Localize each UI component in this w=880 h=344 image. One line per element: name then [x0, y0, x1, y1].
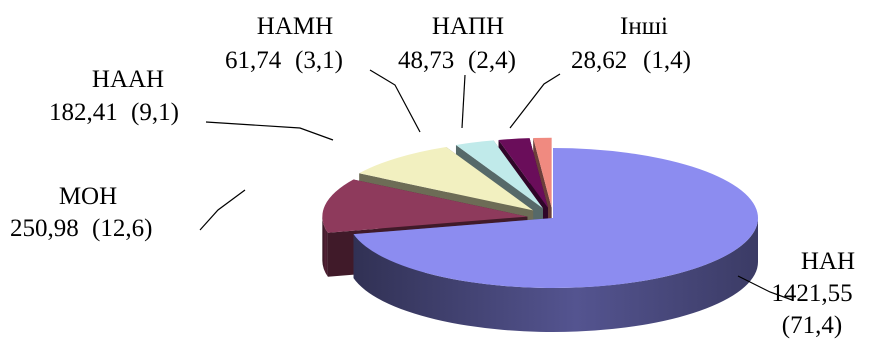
slice-label-mon: МОН	[59, 183, 117, 210]
slice-top-4	[498, 138, 549, 208]
slice-percent-napn: (2,4)	[468, 47, 516, 74]
slice-value-inshi: 28,62	[571, 47, 627, 74]
leader-lines	[199, 69, 793, 301]
leader-line-4	[461, 74, 466, 129]
slice-value-namn: 61,74	[225, 47, 282, 74]
slice-tops	[322, 137, 758, 288]
slice-top-3	[455, 140, 543, 209]
slice-top-5	[533, 137, 552, 208]
slice-label-nan: НАН	[801, 248, 855, 275]
slice-value-mon: 250,98	[10, 215, 79, 242]
slice-label-inshi: Інші	[620, 13, 668, 40]
slice-value-naan: 182,41	[49, 99, 118, 126]
slice-top-0	[353, 148, 758, 288]
slice-label-naan: НААН	[92, 66, 164, 93]
slice-top-1	[322, 179, 528, 233]
slice-percent-nan: (71,4)	[782, 312, 842, 339]
slice-percent-inshi: (1,4)	[643, 47, 691, 74]
slice-side-0	[353, 218, 758, 333]
slice-percent-naan: (9,1)	[131, 99, 179, 126]
slice-label-namn: НАМН	[257, 13, 333, 40]
slice-side-1	[322, 216, 328, 277]
leader-line-3	[369, 69, 421, 133]
leader-line-2	[205, 121, 334, 141]
slice-percent-mon: (12,6)	[92, 215, 152, 242]
slice-value-nan: 1421,55	[771, 280, 852, 307]
leader-line-5	[509, 73, 561, 129]
slice-value-napn: 48,73	[398, 47, 454, 74]
slice-label-napn: НАПН	[432, 13, 504, 40]
leader-line-0	[737, 275, 793, 301]
slice-labels: НАН 1421,55 (71,4) МОН 250,98 (12,6) НАА…	[10, 13, 855, 339]
slice-percent-namn: (3,1)	[295, 47, 343, 74]
slice-top-2	[359, 146, 534, 211]
leader-line-1	[199, 189, 246, 231]
